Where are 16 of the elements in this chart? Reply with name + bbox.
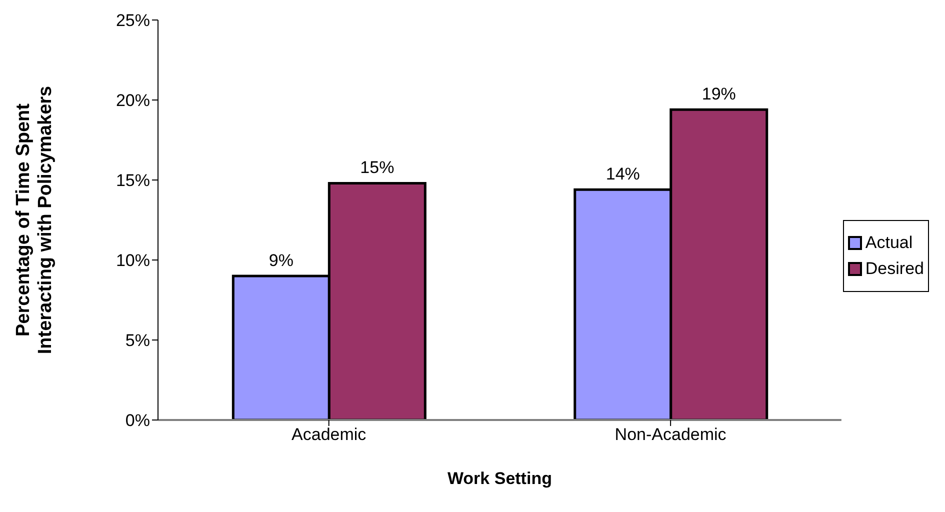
data-label: 19% xyxy=(702,84,736,104)
y-tick-label: 10% xyxy=(116,251,150,270)
legend-label: Actual xyxy=(865,233,913,253)
y-axis-title: Percentage of Time Spent Interacting with Policymakers xyxy=(13,86,56,354)
x-axis-title: Work Setting xyxy=(447,469,552,488)
legend-label: Desired xyxy=(865,259,924,279)
y-tick-label: 0% xyxy=(125,411,150,430)
data-label: 15% xyxy=(360,158,394,178)
y-tick-label: 15% xyxy=(116,171,150,190)
y-tick-label: 20% xyxy=(116,91,150,110)
data-label: 9% xyxy=(268,251,294,270)
x-tick-label: Non-Academic xyxy=(614,425,727,444)
x-tick-label: Academic xyxy=(292,425,367,444)
y-tick-label: 5% xyxy=(125,331,150,350)
y-tick-label: 25% xyxy=(116,11,150,30)
data-label: 14% xyxy=(606,164,640,184)
